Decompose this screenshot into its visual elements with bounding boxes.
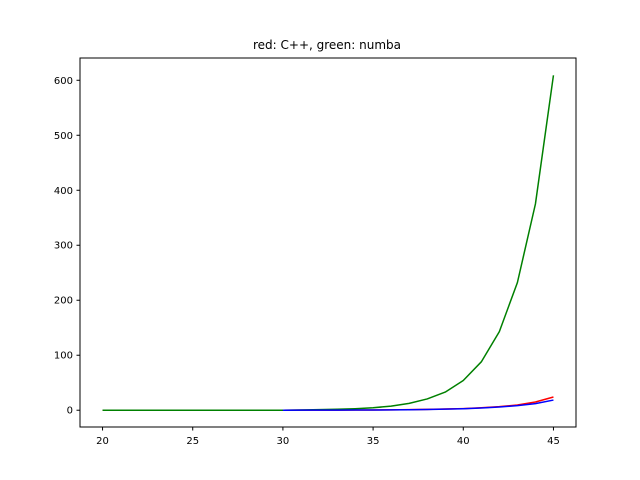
x-tick-label: 25 [186,436,199,447]
y-tick-label: 500 [54,131,73,142]
series-line-2 [282,399,554,411]
y-tick-label: 600 [54,76,73,87]
y-tick-label: 400 [54,186,73,197]
ticks-layer: 20 25 30 35 40 45 0 100 200 300 400 500 600 [54,76,560,447]
y-tick-label: 300 [54,241,73,252]
series-layer [102,75,555,411]
y-tick-label: 100 [54,351,73,362]
x-tick-label: 40 [457,436,470,447]
x-tick-label: 30 [277,436,290,447]
plot-frame [79,57,577,428]
x-tick-label: 45 [547,436,560,447]
x-tick-label: 35 [367,436,380,447]
chart-title: red: C++, green: numba [253,38,401,52]
x-tick-label: 20 [96,436,109,447]
y-tick-label: 0 [67,406,73,417]
y-tick-label: 200 [54,296,73,307]
